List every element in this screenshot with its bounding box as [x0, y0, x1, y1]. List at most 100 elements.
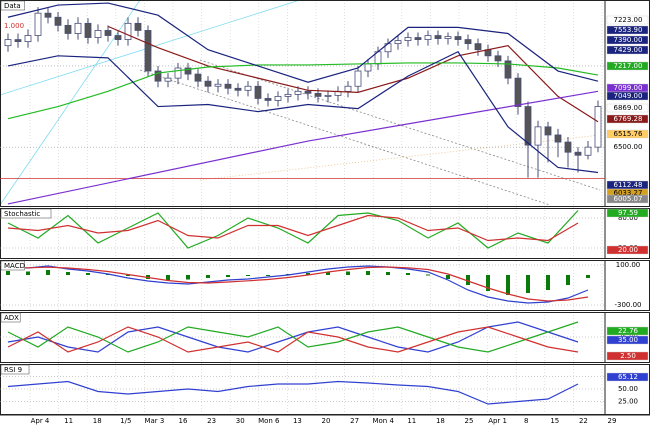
indicator-line	[7, 2, 599, 83]
candle-body	[344, 85, 352, 92]
tag-label: 7217.00	[614, 62, 643, 70]
panel-title-box	[0, 0, 25, 11]
macd-bar	[166, 275, 170, 280]
tag-label: 7429.00	[614, 46, 643, 54]
value-tag	[606, 91, 649, 101]
candle-body	[84, 22, 92, 38]
candle-body	[444, 36, 452, 39]
macd-bar	[6, 271, 10, 275]
x-tick-label: 16	[179, 417, 188, 425]
x-tick-label: Apr 1	[488, 417, 507, 425]
x-tick-label: Mar 3	[144, 417, 164, 425]
y-tick-label: 25.00	[618, 398, 638, 406]
candle-body	[194, 73, 202, 82]
macd-bar	[466, 275, 470, 285]
value-tag	[606, 61, 649, 71]
tag-label: 65.12	[618, 373, 638, 381]
candle-body	[34, 12, 42, 36]
x-tick-label: 1/5	[120, 417, 131, 425]
tag-label: 35.00	[618, 336, 638, 344]
candle-body	[24, 35, 32, 43]
indicator-line	[7, 266, 589, 302]
candle-body	[314, 92, 322, 97]
macd-bar	[426, 274, 430, 276]
x-tick-label: 23	[207, 417, 216, 425]
panel-title: Stochastic	[4, 210, 40, 218]
macd-bar	[46, 270, 50, 275]
value-tag	[606, 351, 649, 361]
x-tick-label: Apr 4	[31, 417, 50, 425]
candle-body	[504, 60, 512, 79]
value-tag	[606, 372, 649, 382]
y-tick-label: 100.00	[616, 261, 641, 269]
indicator-line	[7, 326, 579, 353]
candle-body	[154, 70, 162, 82]
candle-body	[244, 85, 252, 91]
x-tick-label: 18	[436, 417, 445, 425]
candle-body	[174, 67, 182, 79]
value-tag	[606, 208, 649, 218]
macd-bar	[206, 275, 210, 278]
tag-label: 97.59	[618, 209, 638, 217]
candle-body	[514, 77, 522, 107]
x-tick-label: 30	[236, 417, 245, 425]
macd-bar	[526, 275, 530, 293]
tag-label: 6515.76	[614, 130, 643, 138]
candle-body	[304, 90, 312, 94]
panel-title: MACD	[4, 262, 25, 270]
x-tick-label: 11	[407, 417, 416, 425]
indicator-line	[7, 214, 579, 242]
tag-label: 2.50	[620, 352, 636, 360]
candle-body	[414, 37, 422, 40]
candle-body	[434, 35, 442, 39]
candle-body	[204, 80, 212, 87]
x-tick-label: 18	[93, 417, 102, 425]
macd-bar	[86, 273, 90, 275]
macd-bar	[26, 271, 30, 275]
x-tick-label: 27	[350, 417, 359, 425]
tag-label: 7390.00	[614, 36, 643, 44]
value-tag	[606, 114, 649, 124]
candle-body	[104, 30, 112, 36]
tag-label: 6112.48	[614, 181, 643, 189]
y-tick-label: 80.00	[618, 214, 638, 222]
value-tag	[606, 326, 649, 336]
tag-label: 7553.90	[614, 26, 643, 34]
candle-body	[524, 106, 532, 146]
candle-body	[294, 90, 302, 95]
candle-body	[44, 12, 52, 18]
candle-body	[114, 35, 122, 40]
candle-body	[214, 83, 222, 87]
indicator-line	[7, 90, 599, 205]
panel-title-box	[0, 312, 21, 323]
candle-body	[394, 40, 402, 45]
candle-body	[124, 22, 132, 40]
macd-bar	[486, 275, 490, 291]
candle-body	[14, 39, 22, 43]
tag-label: 6869.00	[614, 104, 643, 112]
value-tag	[606, 15, 649, 25]
panel-title-box	[0, 208, 52, 219]
panel-title: RSI 9	[4, 366, 22, 374]
x-tick-label: Mon 6	[258, 417, 280, 425]
candle-body	[474, 43, 482, 51]
candle-body	[234, 87, 242, 91]
panel-title: Data	[4, 2, 21, 10]
candle-body	[164, 77, 172, 82]
macd-bar	[126, 275, 130, 276]
macd-bar	[586, 275, 590, 278]
value-tag	[606, 335, 649, 345]
macd-bar	[326, 272, 330, 275]
x-tick-label: 20	[322, 417, 331, 425]
y-tick-label: -300.00	[614, 301, 641, 309]
tag-label: 6033.27	[614, 189, 643, 197]
value-tag	[606, 25, 649, 35]
x-tick-label: 22	[579, 417, 588, 425]
macd-bar	[366, 271, 370, 275]
x-tick-label: 29	[608, 417, 617, 425]
macd-bar	[546, 275, 550, 290]
x-tick-label: Mon 4	[372, 417, 394, 425]
macd-bar	[566, 275, 570, 285]
candle-body	[54, 16, 62, 26]
panel-title-box	[0, 260, 25, 271]
